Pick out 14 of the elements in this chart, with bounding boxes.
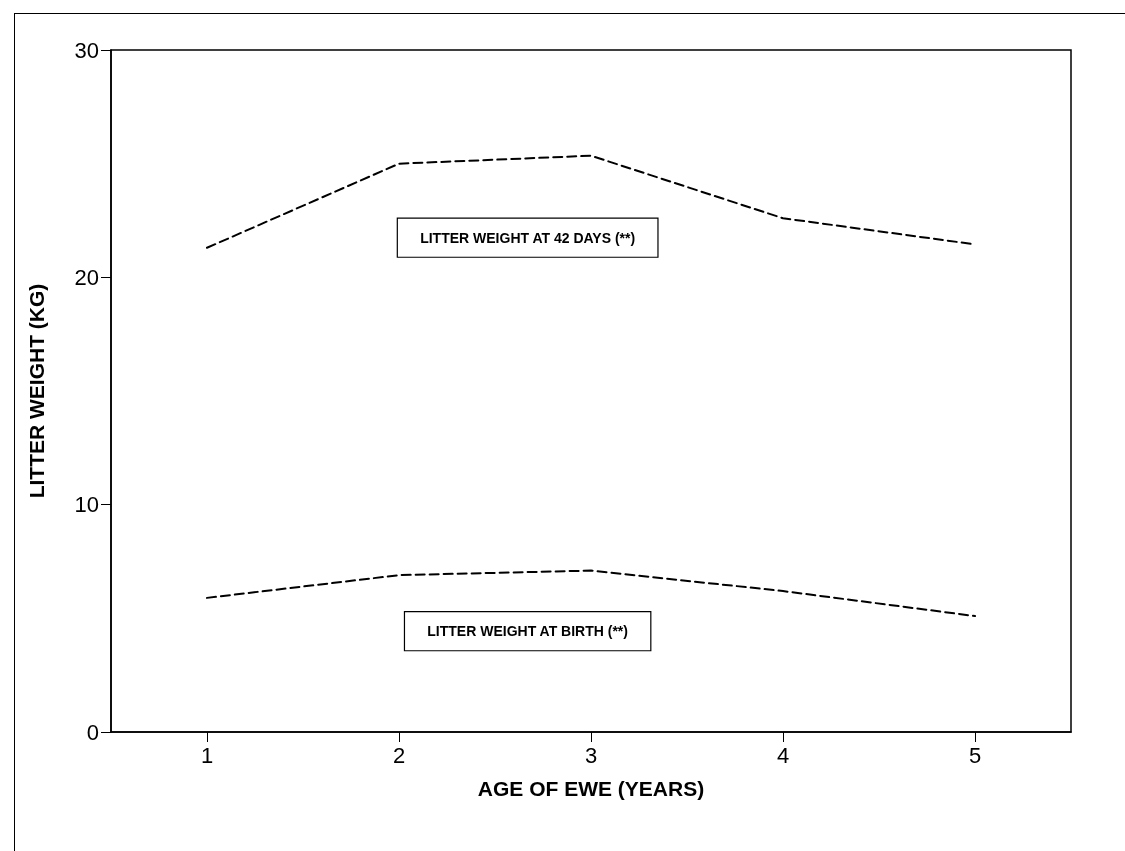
y-tick-label: 10 <box>74 492 99 518</box>
line-series <box>206 569 976 618</box>
y-axis-title: LITTER WEIGHT (KG) <box>25 283 48 499</box>
x-tick-label: 5 <box>968 742 982 768</box>
x-tick-label: 3 <box>584 742 598 768</box>
x-tick-label: 2 <box>392 742 406 768</box>
x-tick-label: 4 <box>776 742 790 768</box>
y-tick-label: 30 <box>74 37 99 63</box>
text: LITTER WEIGHT AT 42 DAYS (**) <box>420 229 636 246</box>
x-tick-label: 1 <box>200 742 214 768</box>
text: LITTER WEIGHT AT BIRTH (**) <box>427 623 628 640</box>
y-tick-label: 20 <box>74 264 99 290</box>
x-axis-title: AGE OF EWE (YEARS) <box>477 777 705 800</box>
y-tick-label: 0 <box>86 719 99 745</box>
